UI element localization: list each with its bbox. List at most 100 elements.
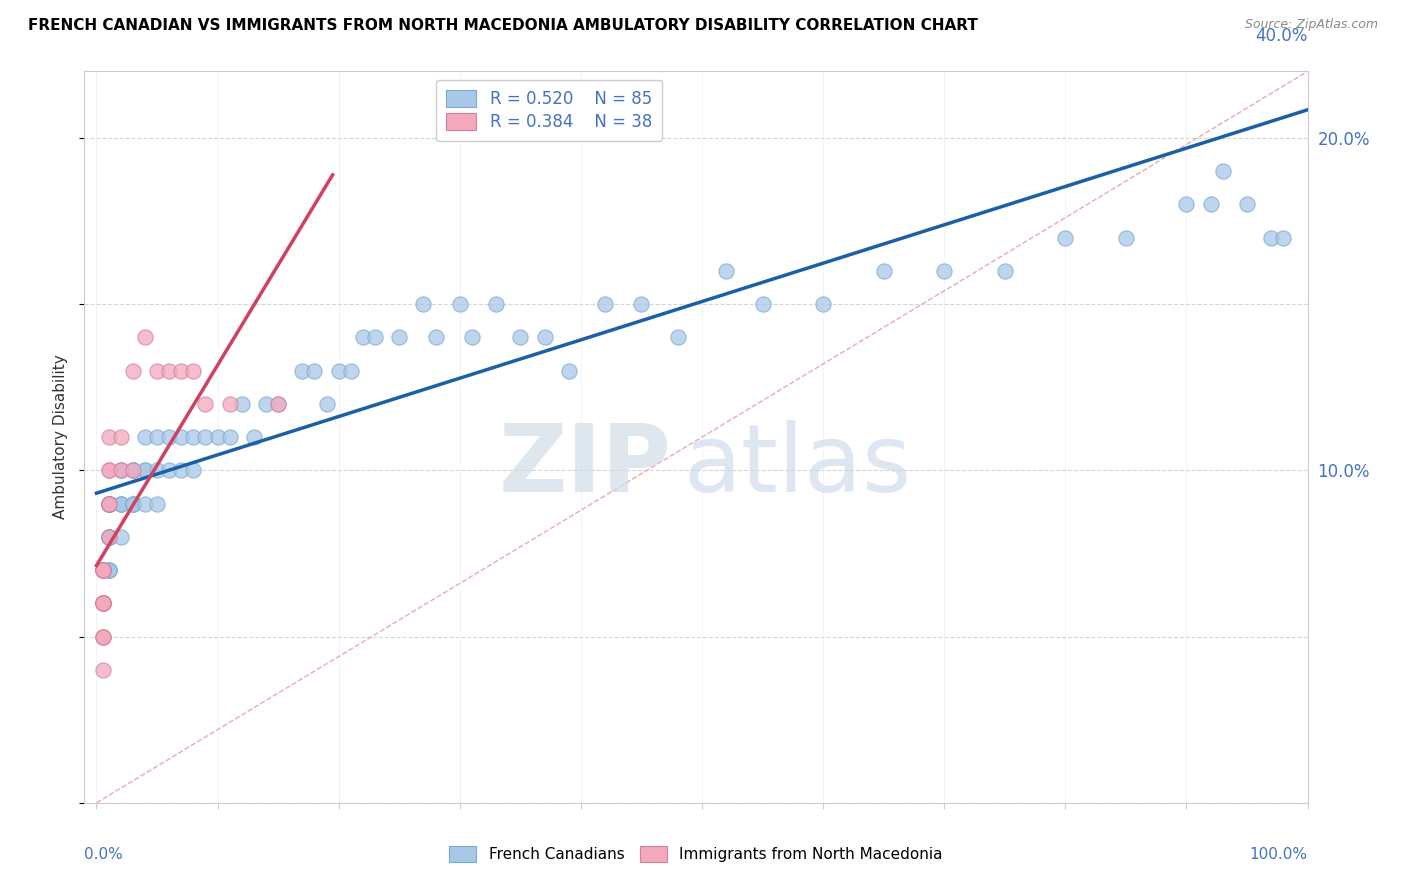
Point xyxy=(91,563,114,577)
Point xyxy=(388,330,411,344)
Point xyxy=(97,497,120,511)
Point xyxy=(1236,197,1258,211)
Point xyxy=(134,330,156,344)
Point xyxy=(134,463,156,477)
Point xyxy=(254,397,277,411)
Point xyxy=(91,563,114,577)
Point xyxy=(97,463,120,477)
Point xyxy=(134,463,156,477)
Point xyxy=(412,297,434,311)
Point xyxy=(121,463,143,477)
Point xyxy=(97,497,120,511)
Point xyxy=(91,596,114,610)
Point xyxy=(91,596,114,610)
Point xyxy=(315,397,337,411)
Text: 0.0%: 0.0% xyxy=(84,847,124,862)
Point xyxy=(97,497,120,511)
Point xyxy=(461,330,484,344)
Point xyxy=(97,497,120,511)
Point xyxy=(157,463,180,477)
Point xyxy=(97,497,120,511)
Point xyxy=(218,430,240,444)
Point xyxy=(1199,197,1222,211)
Point xyxy=(1272,230,1295,244)
Point xyxy=(121,363,143,377)
Point xyxy=(97,497,120,511)
Point xyxy=(934,264,956,278)
Point xyxy=(97,563,120,577)
Point xyxy=(1054,230,1077,244)
Text: 100.0%: 100.0% xyxy=(1250,847,1308,862)
Text: Source: ZipAtlas.com: Source: ZipAtlas.com xyxy=(1244,18,1378,31)
Point xyxy=(91,630,114,644)
Point xyxy=(97,497,120,511)
Point xyxy=(97,497,120,511)
Point xyxy=(110,497,132,511)
Point xyxy=(91,563,114,577)
Point xyxy=(873,264,896,278)
Point xyxy=(716,264,738,278)
Point xyxy=(509,330,531,344)
Point xyxy=(110,530,132,544)
Point xyxy=(485,297,508,311)
Point xyxy=(243,430,266,444)
Point xyxy=(91,630,114,644)
Point xyxy=(194,430,217,444)
Text: 40.0%: 40.0% xyxy=(1256,27,1308,45)
Point xyxy=(630,297,652,311)
Point xyxy=(146,430,169,444)
Point xyxy=(146,463,169,477)
Point xyxy=(97,530,120,544)
Point xyxy=(304,363,326,377)
Point xyxy=(91,596,114,610)
Point xyxy=(134,430,156,444)
Point xyxy=(121,463,143,477)
Point xyxy=(91,663,114,677)
Point xyxy=(110,463,132,477)
Point xyxy=(91,563,114,577)
Point xyxy=(157,430,180,444)
Point xyxy=(340,363,363,377)
Point xyxy=(97,497,120,511)
Point xyxy=(267,397,290,411)
Point xyxy=(207,430,229,444)
Point xyxy=(97,530,120,544)
Point xyxy=(449,297,471,311)
Point xyxy=(97,530,120,544)
Point xyxy=(97,463,120,477)
Point xyxy=(1115,230,1137,244)
Point xyxy=(91,596,114,610)
Text: ZIP: ZIP xyxy=(499,420,672,512)
Point xyxy=(1260,230,1282,244)
Y-axis label: Ambulatory Disability: Ambulatory Disability xyxy=(53,355,69,519)
Point xyxy=(121,497,143,511)
Point xyxy=(751,297,773,311)
Point xyxy=(994,264,1017,278)
Point xyxy=(91,563,114,577)
Point xyxy=(121,497,143,511)
Point xyxy=(91,563,114,577)
Point xyxy=(231,397,253,411)
Point xyxy=(91,596,114,610)
Point xyxy=(97,563,120,577)
Point xyxy=(91,596,114,610)
Point xyxy=(91,596,114,610)
Point xyxy=(352,330,374,344)
Point xyxy=(110,430,132,444)
Point xyxy=(183,430,205,444)
Point xyxy=(811,297,834,311)
Text: atlas: atlas xyxy=(683,420,912,512)
Point xyxy=(170,463,193,477)
Point xyxy=(593,297,616,311)
Point xyxy=(533,330,555,344)
Point xyxy=(97,430,120,444)
Text: FRENCH CANADIAN VS IMMIGRANTS FROM NORTH MACEDONIA AMBULATORY DISABILITY CORRELA: FRENCH CANADIAN VS IMMIGRANTS FROM NORTH… xyxy=(28,18,979,33)
Point xyxy=(91,563,114,577)
Point xyxy=(110,463,132,477)
Point xyxy=(121,463,143,477)
Point xyxy=(558,363,581,377)
Point xyxy=(110,497,132,511)
Point xyxy=(146,363,169,377)
Point xyxy=(97,563,120,577)
Point xyxy=(291,363,314,377)
